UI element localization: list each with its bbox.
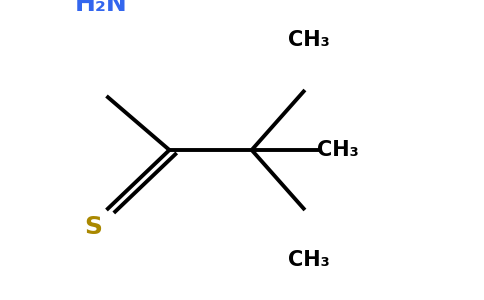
Text: S: S (85, 214, 103, 239)
Text: H₂N: H₂N (75, 0, 128, 16)
Text: CH₃: CH₃ (288, 31, 330, 50)
Text: CH₃: CH₃ (288, 250, 330, 269)
Text: CH₃: CH₃ (317, 140, 359, 160)
